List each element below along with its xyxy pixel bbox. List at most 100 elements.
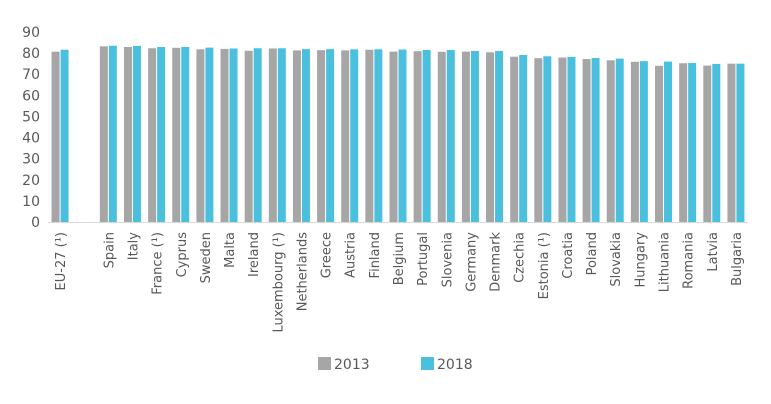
bar-2013-Hungary <box>630 61 639 222</box>
x-tick-label: Portugal <box>416 232 431 286</box>
bar-2013-Austria <box>341 50 350 223</box>
x-tick-labels: EU-27 (¹) Spain Italy France (¹) Cyprus Swede… <box>54 232 745 333</box>
x-tick-label: Romania <box>682 232 697 289</box>
x-tick-label: Slovenia <box>440 232 455 287</box>
legend-label-2013: 2013 <box>334 357 370 373</box>
legend-swatch-2013 <box>318 357 331 370</box>
bar-2018-Luxembourg (¹) <box>277 48 286 223</box>
bar-2013-Croatia <box>558 57 567 222</box>
x-tick-label: Cyprus <box>175 232 190 278</box>
bar-2013-Netherlands <box>292 50 301 223</box>
bar-2013-Italy <box>123 46 132 222</box>
bar-2013-Estonia (¹) <box>534 58 543 223</box>
bar-2013-Czechia <box>510 56 519 223</box>
bar-2018-Portugal <box>422 49 431 222</box>
bar-2018-Sweden <box>205 47 214 223</box>
bar-2013-Lithuania <box>655 65 664 222</box>
x-tick-label: Czechia <box>513 232 528 283</box>
bar-2018-Italy <box>132 45 141 223</box>
x-tick-label: Bulgaria <box>730 232 745 286</box>
x-tick-label: Greece <box>320 232 335 278</box>
bar-2013-Germany <box>461 51 470 222</box>
bar-2018-Ireland <box>253 48 262 223</box>
bar-2018-Finland <box>374 49 383 223</box>
legend-label-2018: 2018 <box>437 357 473 373</box>
x-tick-label: Spain <box>102 232 117 268</box>
bar-2018-Cyprus <box>181 46 190 222</box>
y-tick-label-40: 40 <box>22 131 40 147</box>
bar-2018-Belgium <box>398 49 407 222</box>
bar-2018-France (¹) <box>157 46 166 222</box>
bar-2018-Estonia (¹) <box>543 56 552 222</box>
x-tick-label: Luxembourg (¹) <box>271 232 286 333</box>
bar-2013-Ireland <box>244 50 253 222</box>
x-tick-label: Ireland <box>247 232 262 277</box>
x-tick-label: Estonia (¹) <box>537 232 552 299</box>
bar-2013-Cyprus <box>172 47 181 222</box>
x-tick-label: Slovakia <box>609 232 624 287</box>
bar-2013-Bulgaria <box>727 63 736 222</box>
y-tick-label-90: 90 <box>22 25 40 41</box>
bar-2018-Croatia <box>567 56 576 222</box>
bar-2018-Spain <box>108 45 117 222</box>
bar-2013-Greece <box>317 50 326 222</box>
x-tick-label: France (¹) <box>151 232 166 295</box>
bar-2018-Slovakia <box>615 58 624 222</box>
bar-2018-Bulgaria <box>736 63 745 222</box>
bar-2018-Netherlands <box>301 49 310 222</box>
x-tick-label: Poland <box>585 232 600 275</box>
legend-swatch-2018 <box>421 357 434 370</box>
y-tick-label-0: 0 <box>31 215 40 231</box>
bar-2018-Romania <box>688 63 697 222</box>
bar-2018-Slovenia <box>446 49 455 222</box>
bar-2018-Denmark <box>495 51 504 222</box>
y-tick-label-70: 70 <box>22 67 40 83</box>
x-tick-label: Finland <box>368 232 383 278</box>
bar-2018-Malta <box>229 48 238 222</box>
bar-2013-Slovenia <box>437 51 446 223</box>
bars <box>51 45 745 223</box>
x-tick-label: Hungary <box>633 232 648 288</box>
bar-2018-EU-27 (¹) <box>60 49 69 223</box>
bar-2013-Finland <box>365 49 374 223</box>
x-tick-label: Latvia <box>706 232 721 272</box>
x-tick-label: Italy <box>126 232 141 261</box>
x-tick-label: Lithuania <box>658 232 673 292</box>
bar-2013-Belgium <box>389 51 398 222</box>
bar-2018-Greece <box>326 49 335 222</box>
x-tick-label: Malta <box>223 232 238 268</box>
y-axis: 0 10 20 30 40 50 60 70 80 90 <box>22 25 40 231</box>
bar-2013-EU-27 (¹) <box>51 51 60 222</box>
bar-2013-Malta <box>220 48 229 222</box>
bar-2013-Denmark <box>486 52 495 222</box>
bar-2013-Poland <box>582 59 591 222</box>
x-tick-label: Austria <box>344 232 359 278</box>
x-tick-label: Netherlands <box>295 232 310 311</box>
x-tick-label: Sweden <box>199 232 214 283</box>
bar-2013-Luxembourg (¹) <box>268 48 277 222</box>
bar-2018-Latvia <box>712 63 721 222</box>
bar-2018-Germany <box>470 51 479 222</box>
x-tick-label: Germany <box>464 232 479 292</box>
x-tick-label: Denmark <box>489 232 504 292</box>
x-tick-label: EU-27 (¹) <box>54 232 69 290</box>
bar-2018-Czechia <box>519 55 528 223</box>
bar-2013-Romania <box>679 63 688 222</box>
x-tick-label: Belgium <box>392 232 407 285</box>
bar-2013-Spain <box>99 46 108 222</box>
y-tick-label-20: 20 <box>22 173 40 189</box>
y-tick-label-50: 50 <box>22 109 40 125</box>
bar-2018-Hungary <box>639 61 648 222</box>
y-tick-label-10: 10 <box>22 194 40 210</box>
bar-2018-Lithuania <box>664 61 673 223</box>
legend: 2013 2018 <box>318 357 473 373</box>
bar-2018-Poland <box>591 57 600 222</box>
y-tick-label-60: 60 <box>22 88 40 104</box>
bar-2013-Latvia <box>703 65 712 222</box>
y-tick-label-30: 30 <box>22 152 40 168</box>
y-tick-label-80: 80 <box>22 46 40 62</box>
bar-2013-France (¹) <box>148 48 157 223</box>
bar-2018-Austria <box>350 49 359 223</box>
